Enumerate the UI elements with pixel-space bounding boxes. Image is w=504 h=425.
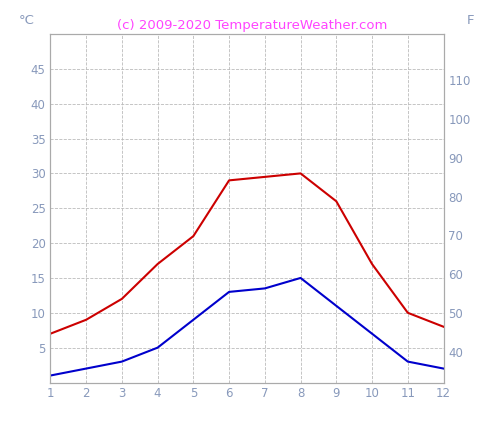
Text: °C: °C bbox=[19, 14, 35, 27]
Text: F: F bbox=[467, 14, 475, 27]
Text: (c) 2009-2020 TemperatureWeather.com: (c) 2009-2020 TemperatureWeather.com bbox=[117, 19, 387, 32]
